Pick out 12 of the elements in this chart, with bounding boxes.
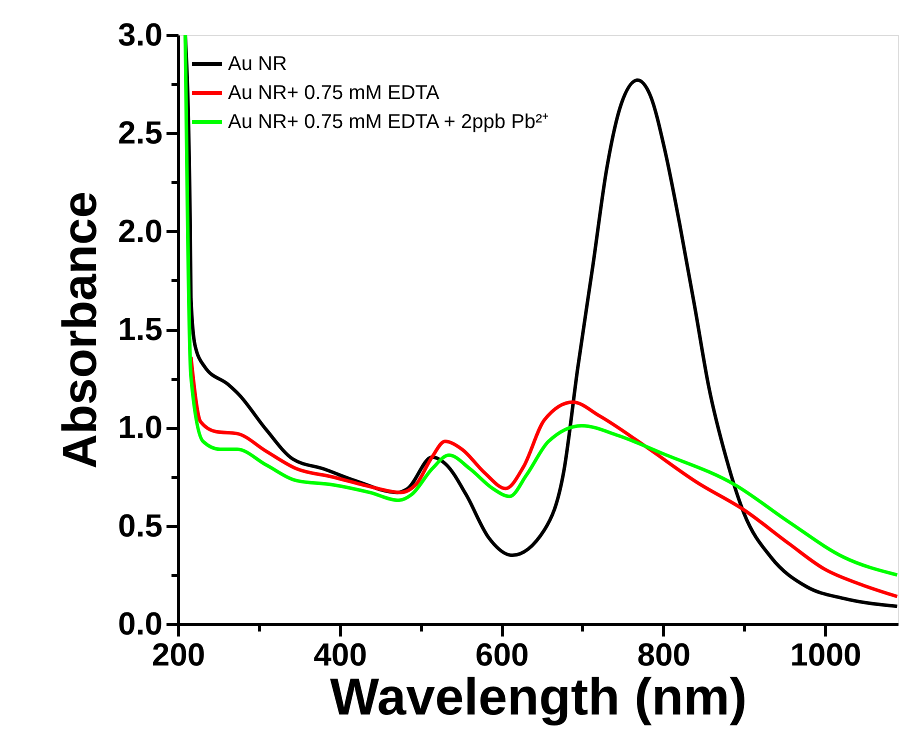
y-tick-label: 3.0 (118, 16, 162, 52)
line-series (189, 355, 898, 598)
y-tick-label: 0.5 (118, 507, 162, 544)
y-axis-title: Absorbance (54, 191, 108, 469)
y-tick-label: 2.0 (118, 212, 162, 249)
y-tick-label: 1.5 (118, 311, 162, 347)
y-tick-label: 1.0 (118, 409, 162, 446)
legend-label: Au NR+ 0.75 mM EDTA (228, 82, 440, 104)
legend-label: Au NR (228, 53, 287, 75)
y-tick-label: 2.5 (118, 114, 162, 151)
legend-label: Au NR+ 0.75 mM EDTA + 2ppb Pb²⁺ (228, 111, 550, 133)
x-tick-label: 1000 (790, 636, 862, 672)
